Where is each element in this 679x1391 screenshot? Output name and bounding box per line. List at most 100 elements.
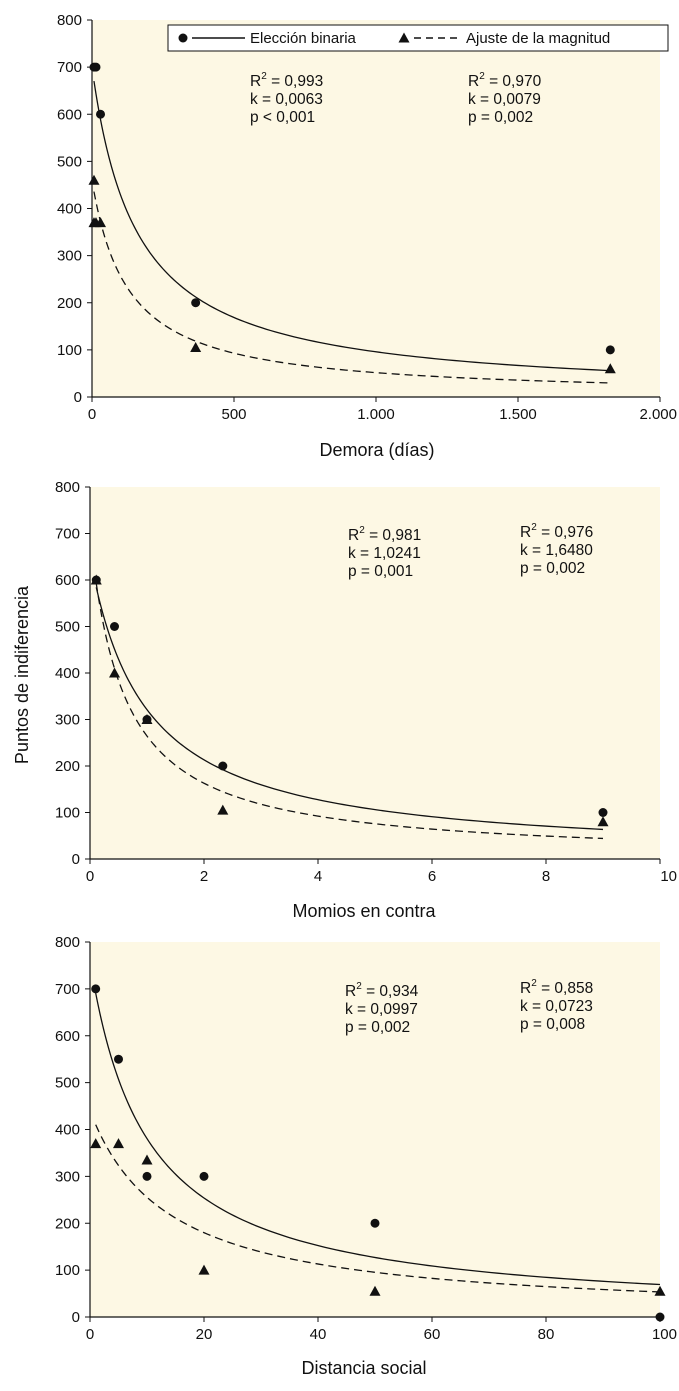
fit-lines (95, 583, 604, 840)
stat-k-binary: k = 1,0241 (348, 545, 421, 562)
x-tick-label: 2.000 (639, 406, 677, 423)
stat-p-binary: p < 0,001 (250, 109, 315, 126)
stat-k-magnitude: k = 0,0723 (520, 998, 593, 1015)
data-point-magnitude (198, 1264, 210, 1275)
data-point-magnitude (654, 1285, 666, 1296)
y-tick-label: 0 (72, 851, 80, 868)
stat-k-magnitude: k = 0,0079 (468, 91, 541, 108)
data-point-binary (91, 62, 101, 72)
y-tick-label: 800 (55, 934, 80, 951)
panel-delay: 0 100 200 300 400 500 600 700 800 0 500 1.000 1.500 2… (57, 12, 677, 460)
stat-k-binary: k = 0,0997 (345, 1001, 418, 1018)
x-axis-title: Demora (días) (319, 440, 434, 460)
x-tick-label: 10 (660, 868, 677, 885)
data-point-magnitude (88, 174, 100, 185)
data-point-magnitude (190, 342, 202, 353)
data-point-binary (218, 761, 228, 771)
fit-lines (93, 80, 611, 384)
data-markers (90, 574, 609, 827)
data-point-magnitude (369, 1285, 381, 1296)
stat-k-magnitude: k = 1,6480 (520, 542, 593, 559)
x-tick-label: 60 (424, 1326, 441, 1343)
axes: 0 100 200 300 400 500 600 700 800 0 20 40 60 80 100 (55, 934, 677, 1343)
stat-p-magnitude: p = 0,002 (520, 560, 585, 577)
data-point-magnitude (109, 667, 121, 678)
y-tick-label: 700 (55, 981, 80, 998)
data-point-binary (114, 1054, 123, 1064)
x-tick-label: 0 (86, 868, 94, 885)
data-point-magnitude (217, 804, 229, 815)
stat-k-binary: k = 0,0063 (250, 91, 323, 108)
y-tick-label: 600 (57, 106, 82, 123)
y-tick-label: 0 (74, 389, 82, 406)
panel-social-distance: 0 100 200 300 400 500 600 700 800 0 20 40 60 80 100 Di… (55, 934, 677, 1378)
y-tick-label: 400 (55, 1122, 80, 1139)
stat-r2-magnitude: R2 = 0,976 (520, 522, 593, 541)
fit-curve-binary (93, 80, 611, 372)
x-tick-label: 0 (88, 406, 96, 423)
y-tick-label: 100 (55, 805, 80, 822)
x-tick-label: 6 (428, 868, 436, 885)
legend-binary-label: Elección binaria (250, 30, 357, 47)
stat-r2-binary: R2 = 0,993 (250, 71, 323, 90)
data-point-binary (191, 298, 201, 308)
fit-curve-magnitude (95, 1124, 661, 1293)
x-tick-label: 8 (542, 868, 550, 885)
y-tick-label: 800 (57, 12, 82, 29)
y-tick-label: 200 (55, 1215, 80, 1232)
data-point-binary (605, 345, 615, 355)
x-tick-label: 4 (314, 868, 322, 885)
y-tick-label: 500 (55, 619, 80, 636)
y-tick-label: 500 (57, 153, 82, 170)
fit-curve-binary (95, 587, 604, 831)
y-tick-label: 800 (55, 479, 80, 496)
stat-p-magnitude: p = 0,002 (468, 109, 533, 126)
y-tick-label: 100 (57, 342, 82, 359)
data-point-magnitude (90, 574, 102, 585)
y-tick-label: 300 (55, 1168, 80, 1185)
x-tick-label: 1.500 (499, 406, 537, 423)
stat-r2-binary: R2 = 0,981 (348, 525, 421, 544)
x-axis-title: Distancia social (301, 1358, 426, 1378)
axes: 0 100 200 300 400 500 600 700 800 0 2 4 6 8 10 (55, 479, 677, 885)
plot-background (92, 20, 660, 397)
y-tick-label: 100 (55, 1262, 80, 1279)
y-tick-label: 0 (72, 1309, 80, 1326)
data-point-magnitude (141, 1154, 153, 1165)
data-point-magnitude (95, 217, 107, 228)
x-axis-title: Momios en contra (292, 901, 436, 921)
plot-background (90, 487, 660, 859)
y-tick-label: 300 (55, 712, 80, 729)
y-tick-label: 700 (55, 526, 80, 543)
stat-r2-magnitude: R2 = 0,858 (520, 978, 593, 997)
y-tick-label: 700 (57, 59, 82, 76)
x-tick-label: 80 (538, 1326, 555, 1343)
data-point-magnitude (90, 1138, 102, 1149)
y-axis-title: Puntos de indiferencia (12, 585, 32, 764)
data-point-binary (110, 622, 120, 631)
fit-lines (95, 992, 661, 1293)
y-tick-label: 200 (57, 295, 82, 312)
y-tick-label: 600 (55, 1028, 80, 1045)
data-point-binary (199, 1171, 209, 1181)
y-tick-label: 400 (55, 665, 80, 682)
y-tick-label: 200 (55, 758, 80, 775)
data-point-magnitude (604, 363, 616, 374)
y-tick-label: 600 (55, 572, 80, 589)
y-tick-label: 300 (57, 248, 82, 265)
data-point-magnitude (141, 714, 153, 724)
y-tick-label: 400 (57, 201, 82, 218)
y-tick-label: 500 (55, 1075, 80, 1092)
data-point-binary (598, 808, 608, 817)
axes: 0 100 200 300 400 500 600 700 800 0 500 1.000 1.500 2… (57, 12, 677, 423)
data-point-binary (96, 109, 106, 119)
data-markers (90, 984, 666, 1322)
data-markers (88, 62, 616, 374)
stat-p-binary: p = 0,002 (345, 1019, 410, 1036)
fit-curve-binary (95, 992, 661, 1286)
x-tick-label: 0 (86, 1326, 94, 1343)
data-point-binary (370, 1218, 380, 1228)
x-tick-label: 1.000 (357, 406, 395, 423)
data-point-magnitude (597, 816, 609, 827)
